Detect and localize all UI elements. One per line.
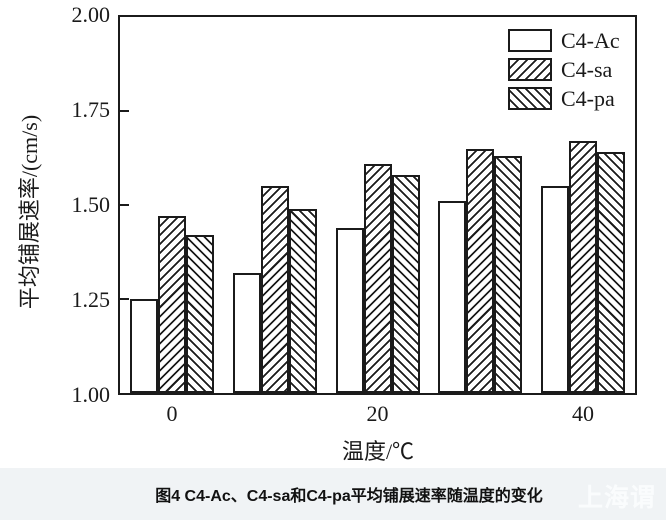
legend-item: C4-pa: [508, 87, 620, 110]
x-tick-label: 20: [366, 401, 389, 426]
y-tick-label: 1.50: [71, 192, 111, 217]
bar-c4-ac: [541, 186, 569, 393]
bar-c4-pa: [288, 208, 317, 393]
legend-item: C4-Ac: [508, 29, 620, 52]
plot-frame: [118, 15, 637, 395]
bar-c4-ac: [232, 272, 261, 393]
bar-c4-pa: [597, 152, 625, 393]
x-axis-title: 温度/℃: [341, 439, 415, 464]
legend-item: C4-sa: [508, 58, 620, 81]
bar-c4-ac: [130, 299, 158, 393]
bar-c4-ac: [438, 201, 467, 393]
y-tick-label: 2.00: [71, 2, 111, 27]
bar-c4-sa: [260, 186, 289, 393]
bar-c4-sa: [158, 216, 186, 393]
legend-swatch-icon: [508, 29, 552, 52]
bar-c4-ac: [335, 227, 364, 393]
bar-c4-pa: [186, 235, 214, 393]
bar-c4-sa: [363, 163, 392, 393]
bar-c4-sa: [466, 148, 495, 393]
bar-c4-pa: [494, 156, 523, 393]
bar-c4-sa: [569, 141, 597, 393]
legend-label: C4-Ac: [561, 28, 620, 53]
x-tick-label: 0: [166, 401, 178, 426]
figure-caption: 图4 C4-Ac、C4-sa和C4-pa平均铺展速率随温度的变化: [155, 488, 543, 505]
legend-label: C4-sa: [561, 57, 613, 82]
legend-label: C4-pa: [561, 86, 615, 111]
x-tick-label: 40: [572, 401, 594, 426]
y-tick-mark: [120, 204, 129, 206]
legend: C4-Ac C4-sa C4-pa: [508, 29, 620, 116]
y-tick-label: 1.25: [71, 287, 111, 312]
bar-c4-pa: [391, 174, 420, 393]
y-tick-mark: [120, 110, 129, 112]
legend-swatch-icon: [508, 58, 552, 81]
legend-swatch-icon: [508, 87, 552, 110]
y-tick-mark: [120, 298, 129, 300]
y-tick-label: 1.75: [71, 97, 111, 122]
y-tick-label: 1.00: [71, 382, 111, 407]
caption-band: 图4 C4-Ac、C4-sa和C4-pa平均铺展速率随温度的变化 上海谓: [0, 468, 666, 520]
watermark-text: 上海谓: [578, 484, 657, 512]
